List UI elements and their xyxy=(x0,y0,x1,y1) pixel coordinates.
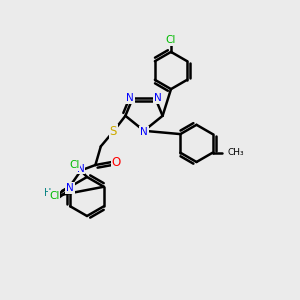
Text: N: N xyxy=(76,164,84,174)
Text: N: N xyxy=(66,183,74,193)
Text: H: H xyxy=(68,161,76,171)
Text: Cl: Cl xyxy=(69,160,79,170)
Text: Cl: Cl xyxy=(49,191,59,201)
Text: N: N xyxy=(154,93,162,103)
Text: N: N xyxy=(140,127,148,137)
Text: Cl: Cl xyxy=(166,35,176,45)
Text: N: N xyxy=(126,93,134,103)
Text: O: O xyxy=(112,155,121,169)
Text: CH₃: CH₃ xyxy=(228,148,244,157)
Text: S: S xyxy=(110,125,117,138)
Text: H: H xyxy=(44,188,51,198)
